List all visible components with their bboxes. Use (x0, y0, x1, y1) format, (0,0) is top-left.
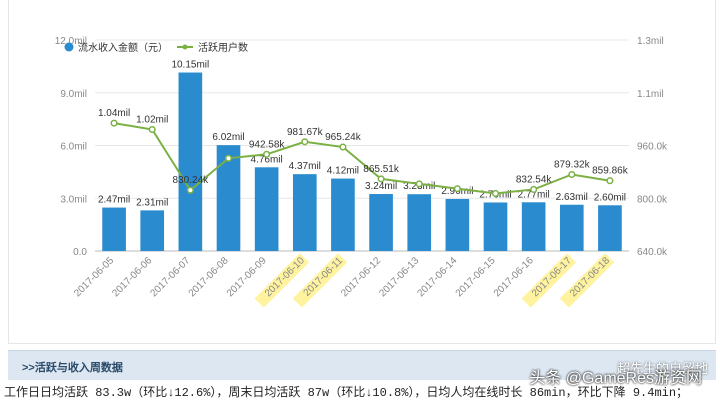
bar-value-label: 2.60mil (594, 192, 626, 203)
bar (521, 202, 546, 251)
bar (559, 204, 584, 251)
x-tick-label: 2017-06-14 (416, 255, 460, 299)
bar (140, 210, 165, 251)
watermark-secondary: 超先生的自留地 (616, 361, 708, 376)
y-left-tick-label: 9.0mil (60, 89, 87, 100)
line-point (453, 185, 461, 193)
bar (178, 72, 203, 251)
line-value-label: 865.51k (363, 164, 400, 175)
bar-value-label: 4.76mil (251, 154, 283, 165)
y-right-tick-label: 1.1mil (637, 89, 664, 100)
y-left-tick-label: 6.0mil (60, 142, 87, 153)
bar (483, 202, 508, 251)
line-point (148, 125, 156, 134)
x-tick-highlight (292, 253, 348, 308)
x-tick-label: 2017-06-13 (377, 255, 421, 299)
bar (254, 167, 279, 251)
bar (331, 178, 355, 251)
bar-value-label: 2.77mil (518, 189, 550, 200)
line-value-label: 1.04mil (98, 108, 130, 119)
bar-value-label: 2.63mil (556, 192, 588, 203)
y-left-tick-label: 3.0mil (60, 194, 87, 205)
bar (598, 205, 622, 251)
y-left-tick-label: 12.0mil (55, 36, 87, 47)
legend-bar-swatch (64, 42, 74, 52)
legend-line-marker (182, 44, 188, 50)
line-point (606, 177, 614, 185)
y-right-tick-label: 960.0k (637, 142, 668, 153)
line-point (568, 170, 576, 179)
x-tick-group: 2017-06-07 (149, 255, 193, 299)
section-title: >>活跃与收入周数据 (22, 362, 123, 374)
x-tick-label: 2017-06-15 (454, 255, 498, 299)
line-point (186, 186, 194, 194)
x-tick-group: 2017-06-15 (454, 255, 498, 299)
line-point (110, 119, 118, 127)
line-series-path (113, 122, 611, 195)
summary-text: 工作日日均活跃 83.3w（环比↓12.6%），周末日均活跃 87w（环比↓10… (4, 386, 689, 400)
legend-bar-label: 流水收入金额（元） (78, 41, 168, 54)
y-right-tick-label: 640.0k (637, 247, 668, 258)
x-tick-highlight (559, 253, 615, 308)
bar (445, 198, 470, 251)
x-tick-group: 2017-06-05 (72, 255, 116, 299)
bar-value-label: 4.12mil (327, 166, 359, 177)
bar (216, 145, 241, 251)
line-value-label: 830.24k (173, 175, 210, 186)
bar-value-label: 6.02mil (212, 132, 244, 143)
x-tick-label: 2017-06-06 (110, 255, 154, 299)
legend-line-label: 活跃用户数 (198, 41, 248, 54)
x-tick-label: 2017-06-08 (187, 255, 231, 299)
x-tick-highlight (254, 253, 310, 308)
y-right-tick-label: 1.3mil (637, 36, 664, 47)
line-point (377, 175, 385, 183)
line-value-label: 879.32k (554, 159, 591, 170)
bar-value-label: 10.15mil (171, 60, 209, 71)
chart-panel: 0.0 640.0k 3.0mil 800.0k 6.0mil 960.0k 9.0mil 1… (8, 0, 716, 344)
line-value-label: 832.54k (516, 174, 553, 185)
line-point (530, 185, 538, 193)
line-point (224, 154, 233, 162)
line-point (263, 150, 271, 158)
line-value-label: 965.24k (325, 132, 362, 143)
line-point (491, 189, 500, 198)
line-value-label: 981.67k (287, 127, 324, 138)
combo-chart: 0.0 640.0k 3.0mil 800.0k 6.0mil 960.0k 9.0mil 1… (55, 36, 668, 308)
x-tick-label: 2017-06-05 (72, 255, 116, 299)
watermark: 头条 @GameRes游资网 (529, 370, 702, 387)
line-value-label: 859.86k (592, 166, 629, 177)
bar (292, 174, 317, 251)
line-point (339, 143, 347, 151)
y-left-tick-label: 0.0 (73, 247, 87, 258)
x-tick-label: 2017-06-07 (149, 255, 193, 299)
bar-value-label: 2.47mil (98, 195, 130, 206)
line-value-label: 1.02mil (136, 115, 168, 126)
x-tick-group: 2017-06-14 (416, 255, 460, 299)
bar (369, 194, 393, 251)
bar-value-label: 2.31mil (136, 197, 168, 208)
y-right-tick-label: 800.0k (637, 194, 668, 205)
bar (102, 207, 126, 251)
line-point (301, 138, 309, 146)
line-value-label: 942.58k (249, 139, 286, 150)
bar (407, 194, 432, 251)
x-tick-highlight (521, 253, 577, 308)
x-tick-group: 2017-06-13 (377, 255, 421, 299)
x-tick-group: 2017-06-06 (110, 255, 154, 299)
line-point (415, 180, 423, 188)
x-tick-group: 2017-06-08 (187, 255, 231, 299)
section-header: >>活跃与收入周数据 (8, 350, 716, 380)
bar-value-label: 4.37mil (289, 161, 321, 172)
bar-value-label: 3.24mil (365, 181, 397, 192)
